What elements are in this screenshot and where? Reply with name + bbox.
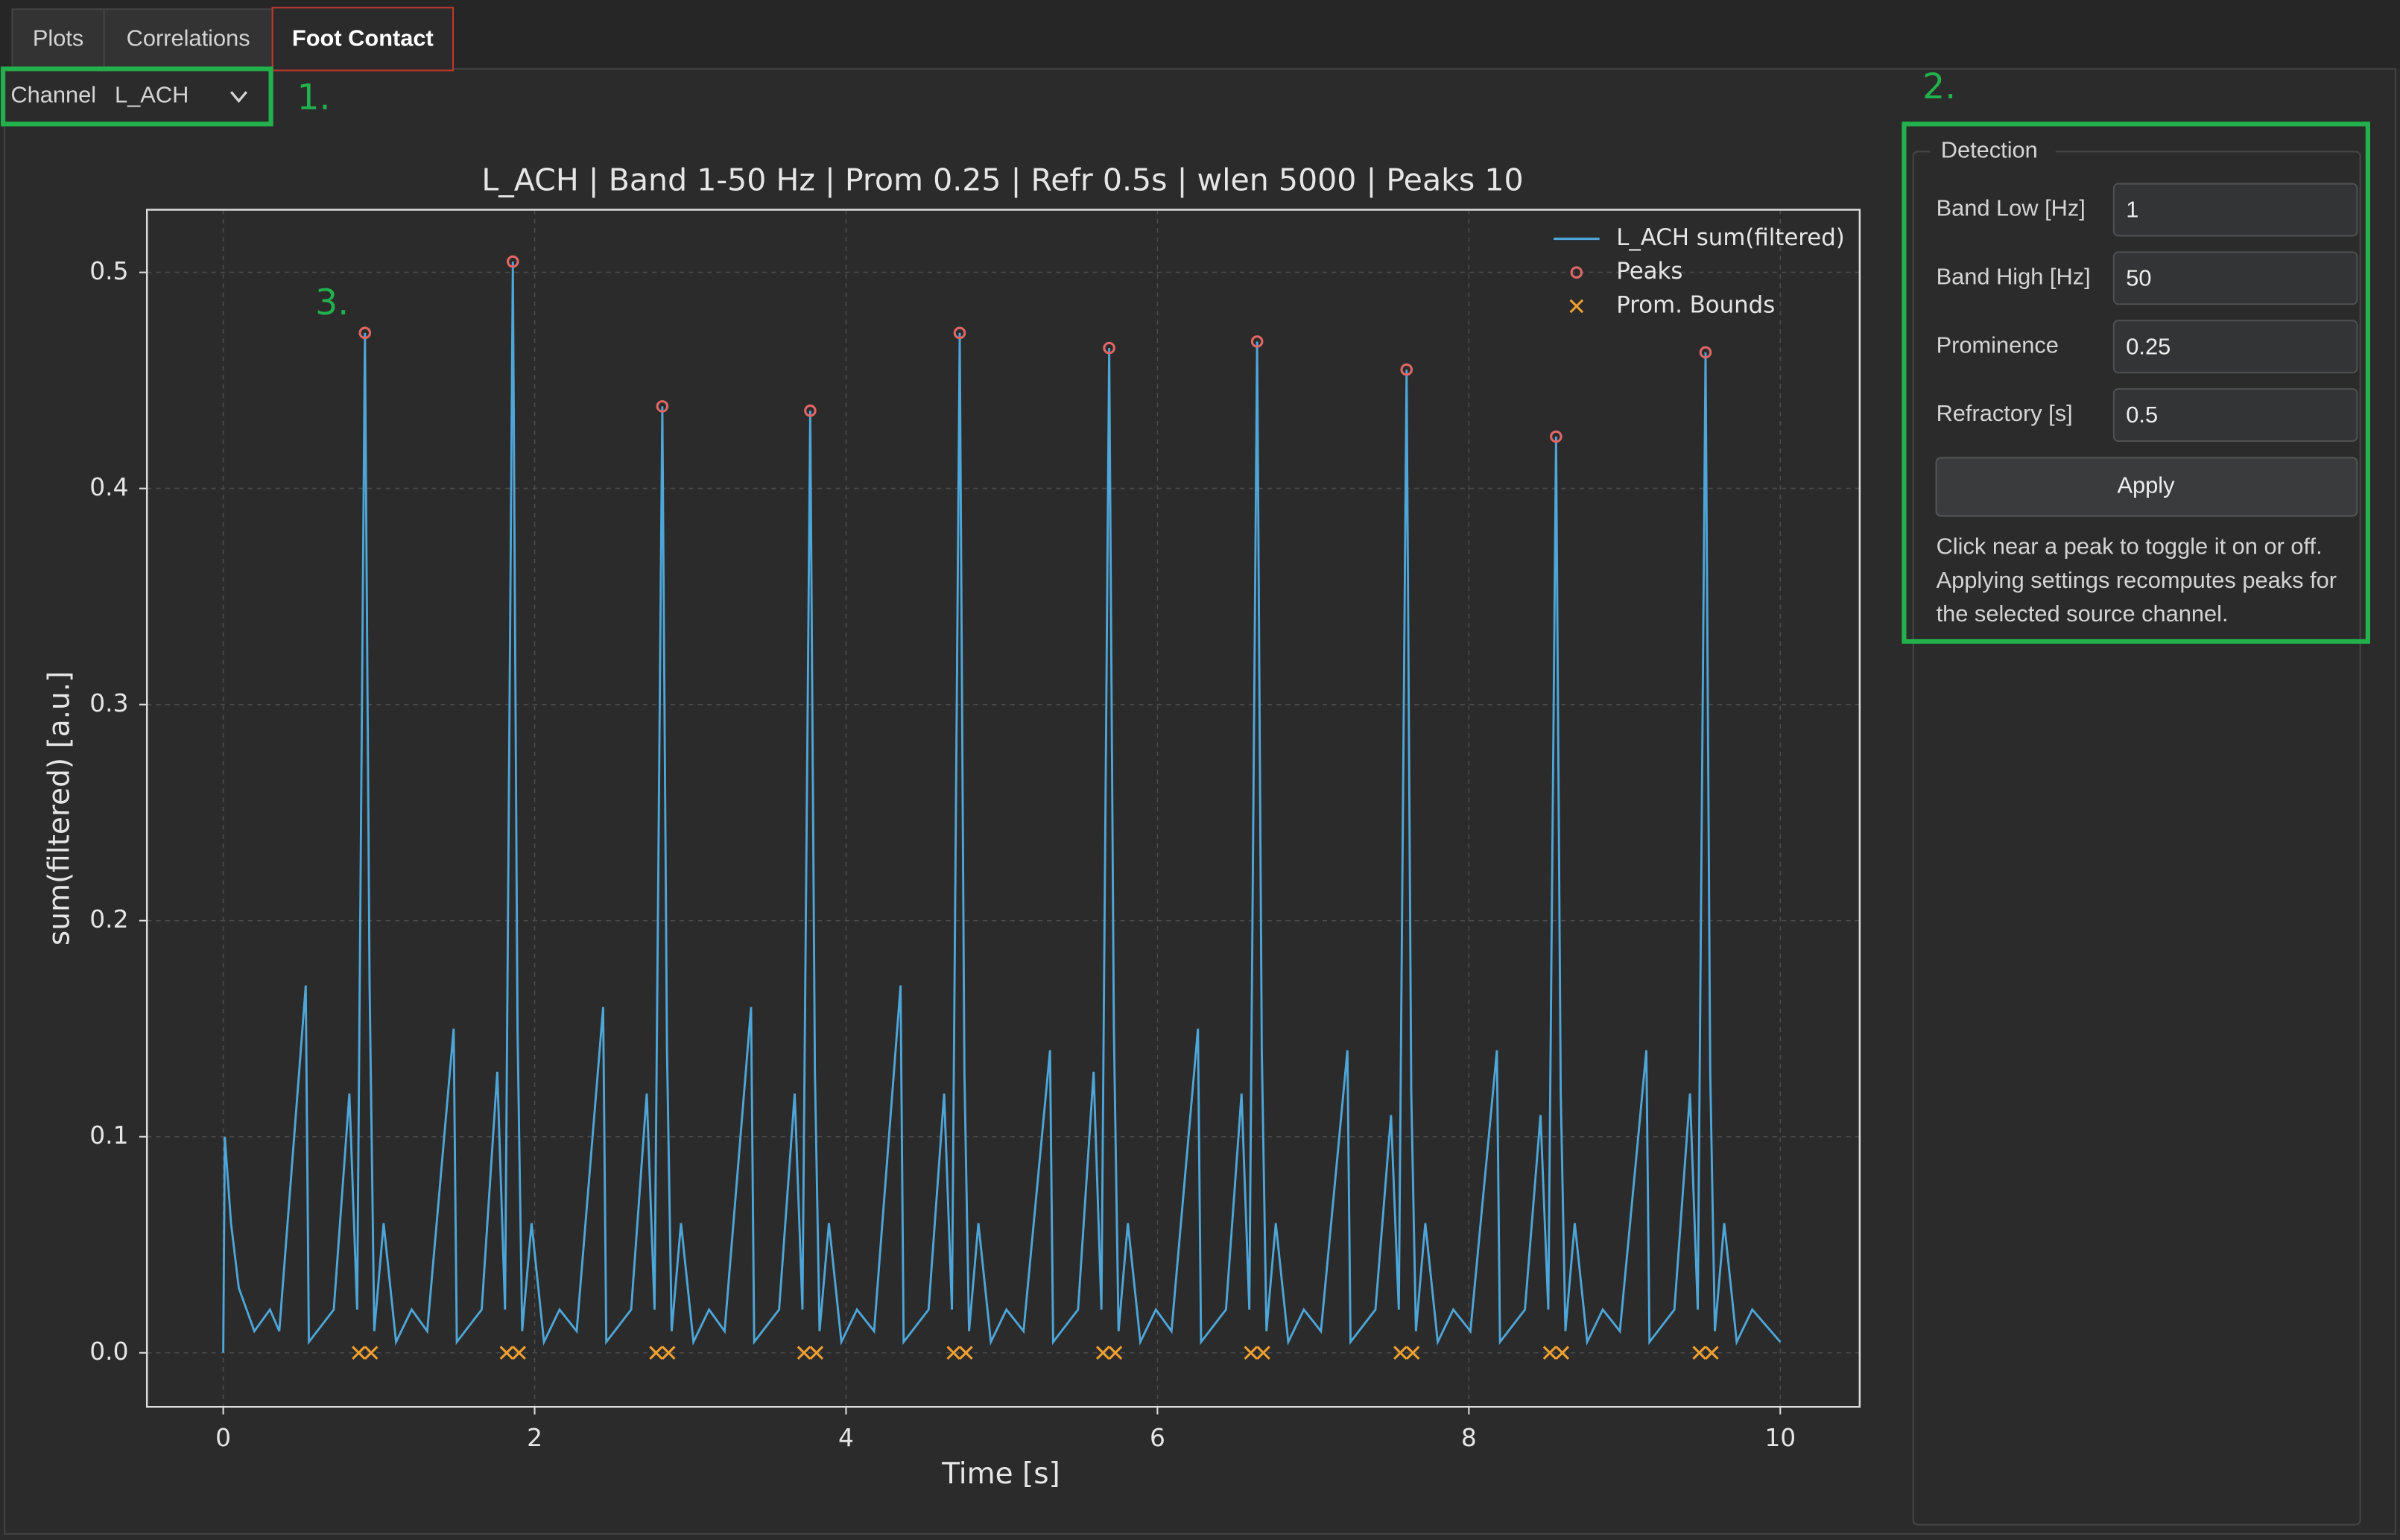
bound-marker <box>1393 1346 1408 1360</box>
peak-marker <box>804 404 817 417</box>
tab-label[interactable]: Foot Contact <box>292 25 434 51</box>
tab-active[interactable] <box>271 7 455 72</box>
x-tick-label: 2 <box>527 1423 542 1452</box>
y-tick-label: 0.5 <box>89 256 128 285</box>
channel-label: Channel <box>10 82 96 108</box>
chart-title: L_ACH | Band 1-50 Hz | Prom 0.25 | Refr … <box>481 162 1523 198</box>
dropdown-arrow[interactable] <box>229 91 247 104</box>
bound-marker <box>1095 1346 1110 1360</box>
field-label: Prominence <box>1937 332 2059 358</box>
peak-marker <box>656 400 669 413</box>
peak-marker <box>1550 430 1562 443</box>
chart: L_ACH | Band 1-50 Hz | Prom 0.25 | Refr … <box>43 162 1861 1491</box>
bound-marker <box>1692 1346 1706 1360</box>
bound-marker <box>1542 1346 1557 1360</box>
y-tick-label: 0.0 <box>89 1337 128 1366</box>
plot-frame <box>145 209 1861 1408</box>
bound-marker <box>364 1346 379 1360</box>
annotation: 2. <box>1922 66 1956 107</box>
peak-marker <box>1103 341 1115 355</box>
bound-marker <box>1705 1346 1719 1360</box>
input-value[interactable]: 0.5 <box>2126 402 2158 428</box>
apply-button[interactable] <box>1935 457 2358 517</box>
field-label: Refractory [s] <box>1937 400 2073 426</box>
x-tick-label: 8 <box>1461 1423 1477 1452</box>
text-input[interactable] <box>2112 183 2358 237</box>
bound-marker <box>809 1346 824 1360</box>
y-tick-label: 0.3 <box>89 688 128 717</box>
y-tick-label: 0.4 <box>89 472 128 501</box>
peak-marker <box>1699 346 1712 359</box>
peak-marker <box>358 326 372 340</box>
x-tick-label: 6 <box>1150 1423 1165 1452</box>
help-text: Click near a peak to toggle it on or off… <box>1937 533 2323 560</box>
input-value[interactable]: 1 <box>2126 197 2138 223</box>
peak-marker <box>1400 363 1413 376</box>
button-label[interactable]: Apply <box>2117 472 2175 498</box>
tab-label[interactable]: Plots <box>33 25 83 51</box>
y-axis-label: sum(filtered) [a.u.] <box>43 671 77 946</box>
channel-combo[interactable]: L_ACH <box>115 82 189 108</box>
field-label: Band Low [Hz] <box>1937 195 2086 221</box>
peak-marker <box>506 255 519 268</box>
help-text: the selected source channel. <box>1937 601 2229 627</box>
bound-marker <box>959 1346 973 1360</box>
group-title-bg <box>1930 137 2056 165</box>
input-value[interactable]: 0.25 <box>2126 333 2171 359</box>
signal-line <box>222 262 1782 1353</box>
group-box <box>1912 150 2361 1526</box>
legend-label: Prom. Bounds <box>1616 291 1775 318</box>
field-label: Band High [Hz] <box>1937 263 2091 289</box>
bound-marker <box>946 1346 960 1360</box>
bound-marker <box>499 1346 514 1360</box>
text-input[interactable] <box>2112 251 2358 305</box>
bound-marker <box>797 1346 811 1360</box>
input-value[interactable]: 50 <box>2126 265 2151 291</box>
group-title: Detection <box>1941 137 2038 163</box>
legend-label: Peaks <box>1616 258 1682 285</box>
help-text: Applying settings recomputes peaks for <box>1937 567 2337 593</box>
legend-label: L_ACH sum(filtered) <box>1616 224 1845 251</box>
x-tick-label: 4 <box>838 1423 854 1452</box>
highlight-box <box>1902 121 2370 644</box>
bound-marker <box>1256 1346 1270 1360</box>
text-input[interactable] <box>2112 320 2358 374</box>
bound-marker <box>512 1346 526 1360</box>
annotation: 1. <box>297 77 331 118</box>
legend-swatch <box>1569 299 1584 314</box>
bound-marker <box>1108 1346 1123 1360</box>
peak-marker <box>1250 335 1264 348</box>
x-tick-label: 10 <box>1764 1423 1796 1452</box>
highlight-box <box>1 66 273 127</box>
y-tick-label: 0.2 <box>89 904 128 934</box>
bound-marker <box>1405 1346 1420 1360</box>
bound-marker <box>661 1346 676 1360</box>
y-tick-label: 0.1 <box>89 1121 128 1150</box>
x-axis-label: Time [s] <box>941 1457 1060 1491</box>
bound-marker <box>352 1346 366 1360</box>
bound-marker <box>1555 1346 1570 1360</box>
x-tick-label: 0 <box>215 1423 231 1452</box>
annotation: 3. <box>315 282 349 323</box>
bound-marker <box>1244 1346 1258 1360</box>
bound-marker <box>649 1346 663 1360</box>
peak-marker <box>953 326 966 340</box>
text-input[interactable] <box>2112 388 2358 442</box>
tab-label[interactable]: Correlations <box>127 25 250 51</box>
legend-swatch <box>1570 266 1583 279</box>
